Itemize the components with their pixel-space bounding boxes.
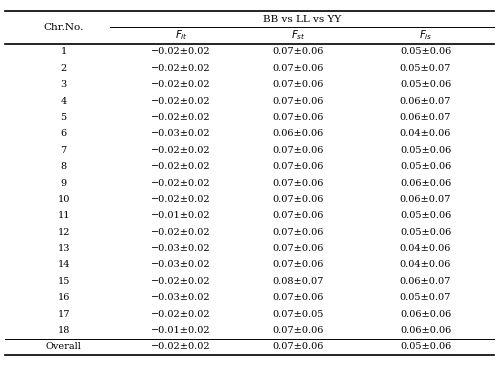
Text: 18: 18 [57, 326, 70, 335]
Text: 7: 7 [60, 146, 67, 155]
Text: BB vs LL vs YY: BB vs LL vs YY [263, 15, 341, 23]
Text: 0.05±0.06: 0.05±0.06 [400, 80, 451, 89]
Text: −0.02±0.02: −0.02±0.02 [151, 228, 211, 237]
Text: −0.02±0.02: −0.02±0.02 [151, 277, 211, 286]
Text: 0.07±0.06: 0.07±0.06 [273, 179, 324, 187]
Text: 1: 1 [60, 47, 67, 56]
Text: 12: 12 [57, 228, 70, 237]
Text: 0.05±0.06: 0.05±0.06 [400, 211, 451, 220]
Text: −0.01±0.02: −0.01±0.02 [151, 326, 211, 335]
Text: 0.07±0.06: 0.07±0.06 [273, 146, 324, 155]
Text: 0.05±0.06: 0.05±0.06 [400, 47, 451, 56]
Text: 11: 11 [57, 211, 70, 220]
Text: 0.05±0.06: 0.05±0.06 [400, 146, 451, 155]
Text: 0.05±0.07: 0.05±0.07 [400, 64, 451, 73]
Text: Chr.No.: Chr.No. [43, 23, 84, 32]
Text: 0.07±0.06: 0.07±0.06 [273, 195, 324, 204]
Text: 0.06±0.07: 0.06±0.07 [400, 113, 451, 122]
Text: −0.02±0.02: −0.02±0.02 [151, 113, 211, 122]
Text: 0.05±0.06: 0.05±0.06 [400, 162, 451, 171]
Text: 0.06±0.06: 0.06±0.06 [400, 310, 451, 319]
Text: −0.02±0.02: −0.02±0.02 [151, 343, 211, 351]
Text: −0.02±0.02: −0.02±0.02 [151, 179, 211, 187]
Text: 0.04±0.06: 0.04±0.06 [400, 261, 451, 269]
Text: −0.03±0.02: −0.03±0.02 [151, 261, 211, 269]
Text: 3: 3 [60, 80, 67, 89]
Text: 0.06±0.07: 0.06±0.07 [400, 277, 451, 286]
Text: −0.03±0.02: −0.03±0.02 [151, 129, 211, 138]
Text: 14: 14 [57, 261, 70, 269]
Text: Overall: Overall [46, 343, 82, 351]
Text: −0.01±0.02: −0.01±0.02 [151, 211, 211, 220]
Text: 0.05±0.07: 0.05±0.07 [400, 293, 451, 302]
Text: 0.07±0.06: 0.07±0.06 [273, 64, 324, 73]
Text: 13: 13 [57, 244, 70, 253]
Text: 15: 15 [57, 277, 70, 286]
Text: 0.07±0.06: 0.07±0.06 [273, 228, 324, 237]
Text: 0.07±0.06: 0.07±0.06 [273, 80, 324, 89]
Text: 0.06±0.07: 0.06±0.07 [400, 97, 451, 105]
Text: $F_{st}$: $F_{st}$ [291, 29, 306, 42]
Text: −0.02±0.02: −0.02±0.02 [151, 47, 211, 56]
Text: 10: 10 [57, 195, 70, 204]
Text: 0.07±0.06: 0.07±0.06 [273, 343, 324, 351]
Text: 0.07±0.06: 0.07±0.06 [273, 47, 324, 56]
Text: 0.07±0.06: 0.07±0.06 [273, 97, 324, 105]
Text: 0.07±0.06: 0.07±0.06 [273, 261, 324, 269]
Text: −0.02±0.02: −0.02±0.02 [151, 310, 211, 319]
Text: 0.08±0.07: 0.08±0.07 [273, 277, 324, 286]
Text: −0.02±0.02: −0.02±0.02 [151, 97, 211, 105]
Text: 6: 6 [60, 129, 67, 138]
Text: 0.06±0.06: 0.06±0.06 [400, 326, 451, 335]
Text: −0.03±0.02: −0.03±0.02 [151, 244, 211, 253]
Text: 0.04±0.06: 0.04±0.06 [400, 129, 451, 138]
Text: $F_{it}$: $F_{it}$ [175, 29, 188, 42]
Text: $F_{is}$: $F_{is}$ [419, 29, 432, 42]
Text: 5: 5 [60, 113, 67, 122]
Text: 0.05±0.06: 0.05±0.06 [400, 228, 451, 237]
Text: −0.02±0.02: −0.02±0.02 [151, 195, 211, 204]
Text: 0.04±0.06: 0.04±0.06 [400, 244, 451, 253]
Text: 0.07±0.06: 0.07±0.06 [273, 244, 324, 253]
Text: −0.02±0.02: −0.02±0.02 [151, 80, 211, 89]
Text: 0.07±0.06: 0.07±0.06 [273, 293, 324, 302]
Text: 17: 17 [57, 310, 70, 319]
Text: 8: 8 [60, 162, 67, 171]
Text: 9: 9 [60, 179, 67, 187]
Text: −0.02±0.02: −0.02±0.02 [151, 64, 211, 73]
Text: −0.03±0.02: −0.03±0.02 [151, 293, 211, 302]
Text: 0.07±0.06: 0.07±0.06 [273, 162, 324, 171]
Text: 0.07±0.06: 0.07±0.06 [273, 211, 324, 220]
Text: 0.07±0.05: 0.07±0.05 [273, 310, 324, 319]
Text: 0.06±0.06: 0.06±0.06 [400, 179, 451, 187]
Text: −0.02±0.02: −0.02±0.02 [151, 146, 211, 155]
Text: −0.02±0.02: −0.02±0.02 [151, 162, 211, 171]
Text: 0.07±0.06: 0.07±0.06 [273, 113, 324, 122]
Text: 0.06±0.07: 0.06±0.07 [400, 195, 451, 204]
Text: 0.06±0.06: 0.06±0.06 [273, 129, 324, 138]
Text: 16: 16 [57, 293, 70, 302]
Text: 2: 2 [60, 64, 67, 73]
Text: 4: 4 [60, 97, 67, 105]
Text: 0.05±0.06: 0.05±0.06 [400, 343, 451, 351]
Text: 0.07±0.06: 0.07±0.06 [273, 326, 324, 335]
